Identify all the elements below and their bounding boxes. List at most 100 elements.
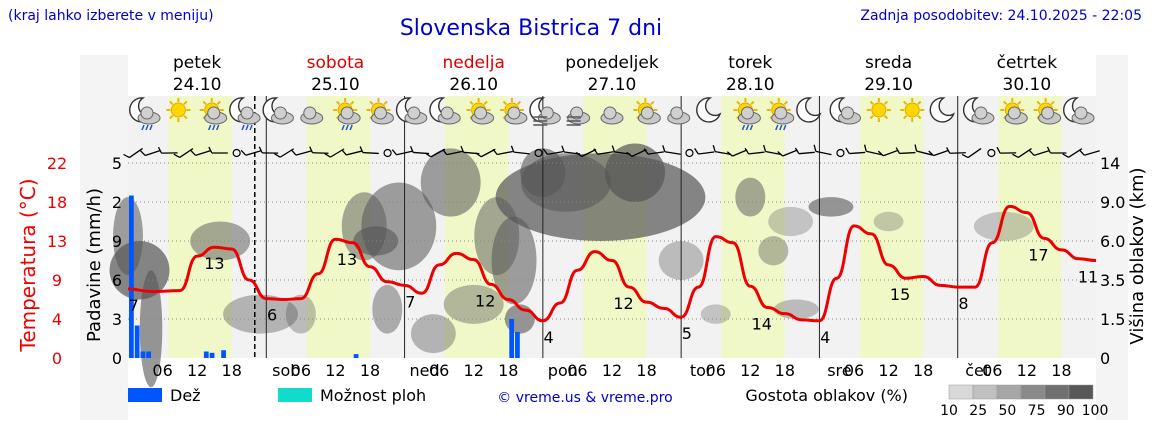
- wind-barb-feather: [611, 145, 616, 153]
- cloud-puff: [240, 106, 254, 120]
- moon-shape: [929, 97, 955, 123]
- wind-barb: [863, 144, 882, 156]
- wind-barb-feather: [1046, 146, 1052, 154]
- sun-icon: [866, 98, 891, 122]
- wind-barb: [928, 149, 949, 157]
- temperature-label: 5: [682, 324, 692, 343]
- precipitation-tick: 5: [112, 154, 122, 173]
- cloud-height-tick: 9.0: [1100, 193, 1125, 212]
- wind-barb-feather: [460, 145, 465, 153]
- x-tick-hour: 06: [982, 361, 1002, 380]
- wind-barb-shaft: [933, 149, 949, 157]
- wind-barb: [1012, 147, 1032, 159]
- temperature-label: 12: [475, 291, 495, 310]
- temperature-series: 7 13 6 13 7 12 4 12 5 14 4 15 8 17 11: [127, 204, 1098, 347]
- cloud-patch: [139, 270, 163, 388]
- wind-barb: [190, 150, 211, 156]
- x-tick-hour: 18: [913, 361, 933, 380]
- x-tick-hour: 18: [222, 361, 242, 380]
- wind-barb-feather: [895, 147, 901, 154]
- wind-barb: [575, 148, 597, 158]
- cloud-patch: [873, 211, 904, 232]
- day-name-5: torek: [728, 53, 772, 73]
- sun-ray: [169, 114, 174, 120]
- wind-barb-shaft: [295, 150, 312, 156]
- wind-barb-feather: [1028, 150, 1035, 156]
- wind-barb-shaft: [195, 150, 211, 156]
- moon-cloud-icon: [395, 97, 428, 125]
- sun-ray: [769, 100, 774, 106]
- sun-ray: [917, 114, 922, 120]
- wind-barb-shaft: [581, 148, 597, 158]
- cloud-puff: [1074, 106, 1088, 120]
- sun-cloud-icon: [633, 98, 661, 125]
- day-date-3: 26.10: [449, 75, 498, 95]
- cloud-puff: [374, 106, 387, 120]
- wind-barb-shaft: [815, 150, 832, 156]
- cloud-patch: [768, 206, 814, 237]
- cloud-puff: [507, 106, 521, 120]
- wind-barb-feather: [1062, 153, 1069, 158]
- sun-disc: [871, 102, 887, 118]
- precipitation-bars: [129, 195, 520, 358]
- rain-drop: [345, 124, 349, 131]
- sun-ray: [502, 100, 507, 106]
- wind-barb-feather: [946, 147, 951, 154]
- temperature-tick: 4: [52, 310, 62, 329]
- wind-barb-feather: [1079, 149, 1085, 156]
- wind-barb-feather: [593, 148, 599, 155]
- axes: 0 0 0 4 3 1.5 9 6 3.5 13 9 6.0 18 2 9.0 22 5 14 Temperatur…: [16, 154, 1148, 380]
- right-margin-panel: [1096, 55, 1128, 420]
- rain-drop: [749, 124, 754, 131]
- day-date-1: 24.10: [173, 75, 222, 95]
- wind-barb: [442, 149, 463, 156]
- rain-drop: [141, 124, 145, 131]
- wind-barb: [643, 148, 664, 155]
- wind-barb: [139, 149, 161, 157]
- wind-barb: [694, 148, 715, 155]
- legend: Dež Možnost ploh © vreme.us & vreme.pro Gos…: [128, 384, 1108, 419]
- wind-barb-feather: [914, 144, 918, 152]
- cloud-height-tick: 14: [1100, 154, 1120, 173]
- temperature-label: 7: [129, 296, 139, 315]
- wind-barb: [1028, 150, 1050, 156]
- sun-ray: [369, 100, 374, 106]
- sun-ray: [183, 114, 188, 120]
- sun-cloud-rain-icon: [733, 98, 761, 131]
- cloud-puff: [540, 106, 554, 120]
- x-tick-hour: 12: [187, 361, 207, 380]
- moon-cloud-icon: [829, 97, 861, 125]
- sun-ray: [335, 100, 341, 106]
- precipitation-bar: [203, 351, 209, 358]
- sun-icon: [166, 98, 191, 122]
- wind-barb-feather: [123, 153, 130, 159]
- temperature-label: 4: [544, 328, 554, 347]
- credit-text: © vreme.us & vreme.pro: [497, 390, 672, 406]
- x-tick-hour: 06: [706, 361, 726, 380]
- day-name-1: petek: [173, 53, 221, 73]
- cloud-puff: [1007, 106, 1021, 120]
- sun-ray: [636, 100, 641, 106]
- wind-barb-feather: [961, 153, 969, 159]
- sun-ray: [903, 114, 908, 120]
- wind-calm-marker: [232, 148, 241, 158]
- x-tick-hour: 12: [325, 361, 345, 380]
- cloud-puff: [340, 106, 354, 120]
- cloud-density-swatch: [948, 384, 974, 400]
- wind-barb-feather: [409, 145, 414, 153]
- cloud-puff: [1041, 106, 1055, 120]
- day-separators: [254, 96, 959, 358]
- temperature-tick: 22: [47, 154, 67, 173]
- rain-swatch: [128, 388, 162, 402]
- sun-ray: [383, 100, 388, 106]
- wind-barb-shaft: [346, 150, 362, 156]
- sun-ray: [883, 114, 889, 120]
- wind-barb: [763, 144, 782, 156]
- day-name-3: nedelja: [443, 53, 505, 73]
- cloud-height-tick: 1.5: [1100, 310, 1125, 329]
- rain-drop: [241, 124, 245, 131]
- temperature-tick: 13: [47, 232, 67, 251]
- wind-barb: [845, 147, 866, 155]
- sun-ray: [1017, 100, 1022, 106]
